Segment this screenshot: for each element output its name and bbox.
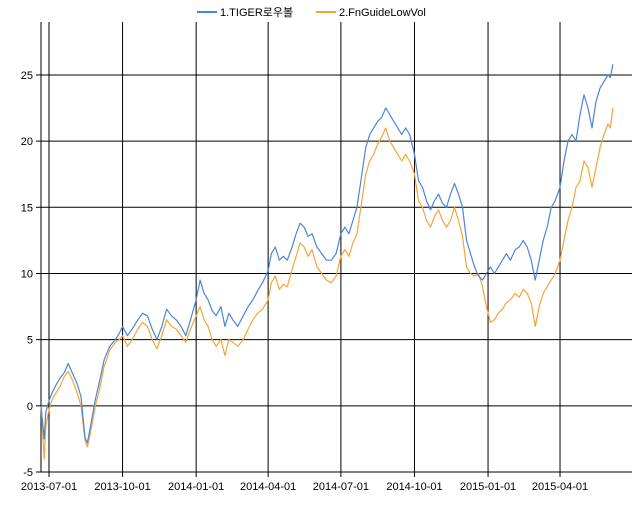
- x-tick-label: 2013-10-01: [94, 481, 150, 493]
- series-line-1: [40, 64, 614, 444]
- x-axis-ticks: 2013-07-01 2013-10-01 2014-01-01 2014-04-01…: [21, 472, 588, 493]
- series-line-2: [40, 107, 614, 460]
- y-tick-label: 10: [21, 268, 33, 280]
- y-axis-ticks: -5 0 5 10 15 20 25: [21, 70, 41, 479]
- legend-label-1: 1.TIGER로우볼: [220, 6, 293, 19]
- y-tick-label: -5: [23, 467, 33, 479]
- legend-label-2: 2.FnGuideLowVol: [339, 7, 426, 19]
- x-tick-label: 2014-07-01: [313, 481, 369, 493]
- x-tick-label: 2014-01-01: [168, 481, 224, 493]
- x-tick-label: 2015-04-01: [532, 481, 588, 493]
- y-tick-label: 25: [21, 70, 33, 82]
- series-layer: [40, 64, 614, 460]
- x-tick-label: 2014-10-01: [386, 481, 442, 493]
- y-tick-label: 0: [27, 401, 33, 413]
- x-tick-label: 2015-01-01: [460, 481, 516, 493]
- x-tick-label: 2014-04-01: [240, 481, 296, 493]
- x-tick-label: 2013-07-01: [21, 481, 77, 493]
- y-tick-label: 20: [21, 136, 33, 148]
- grid-lines: [41, 22, 632, 473]
- y-tick-label: 5: [27, 335, 33, 347]
- y-tick-label: 15: [21, 202, 33, 214]
- legend: 1.TIGER로우볼 2.FnGuideLowVol: [197, 6, 426, 19]
- axes: [40, 22, 632, 473]
